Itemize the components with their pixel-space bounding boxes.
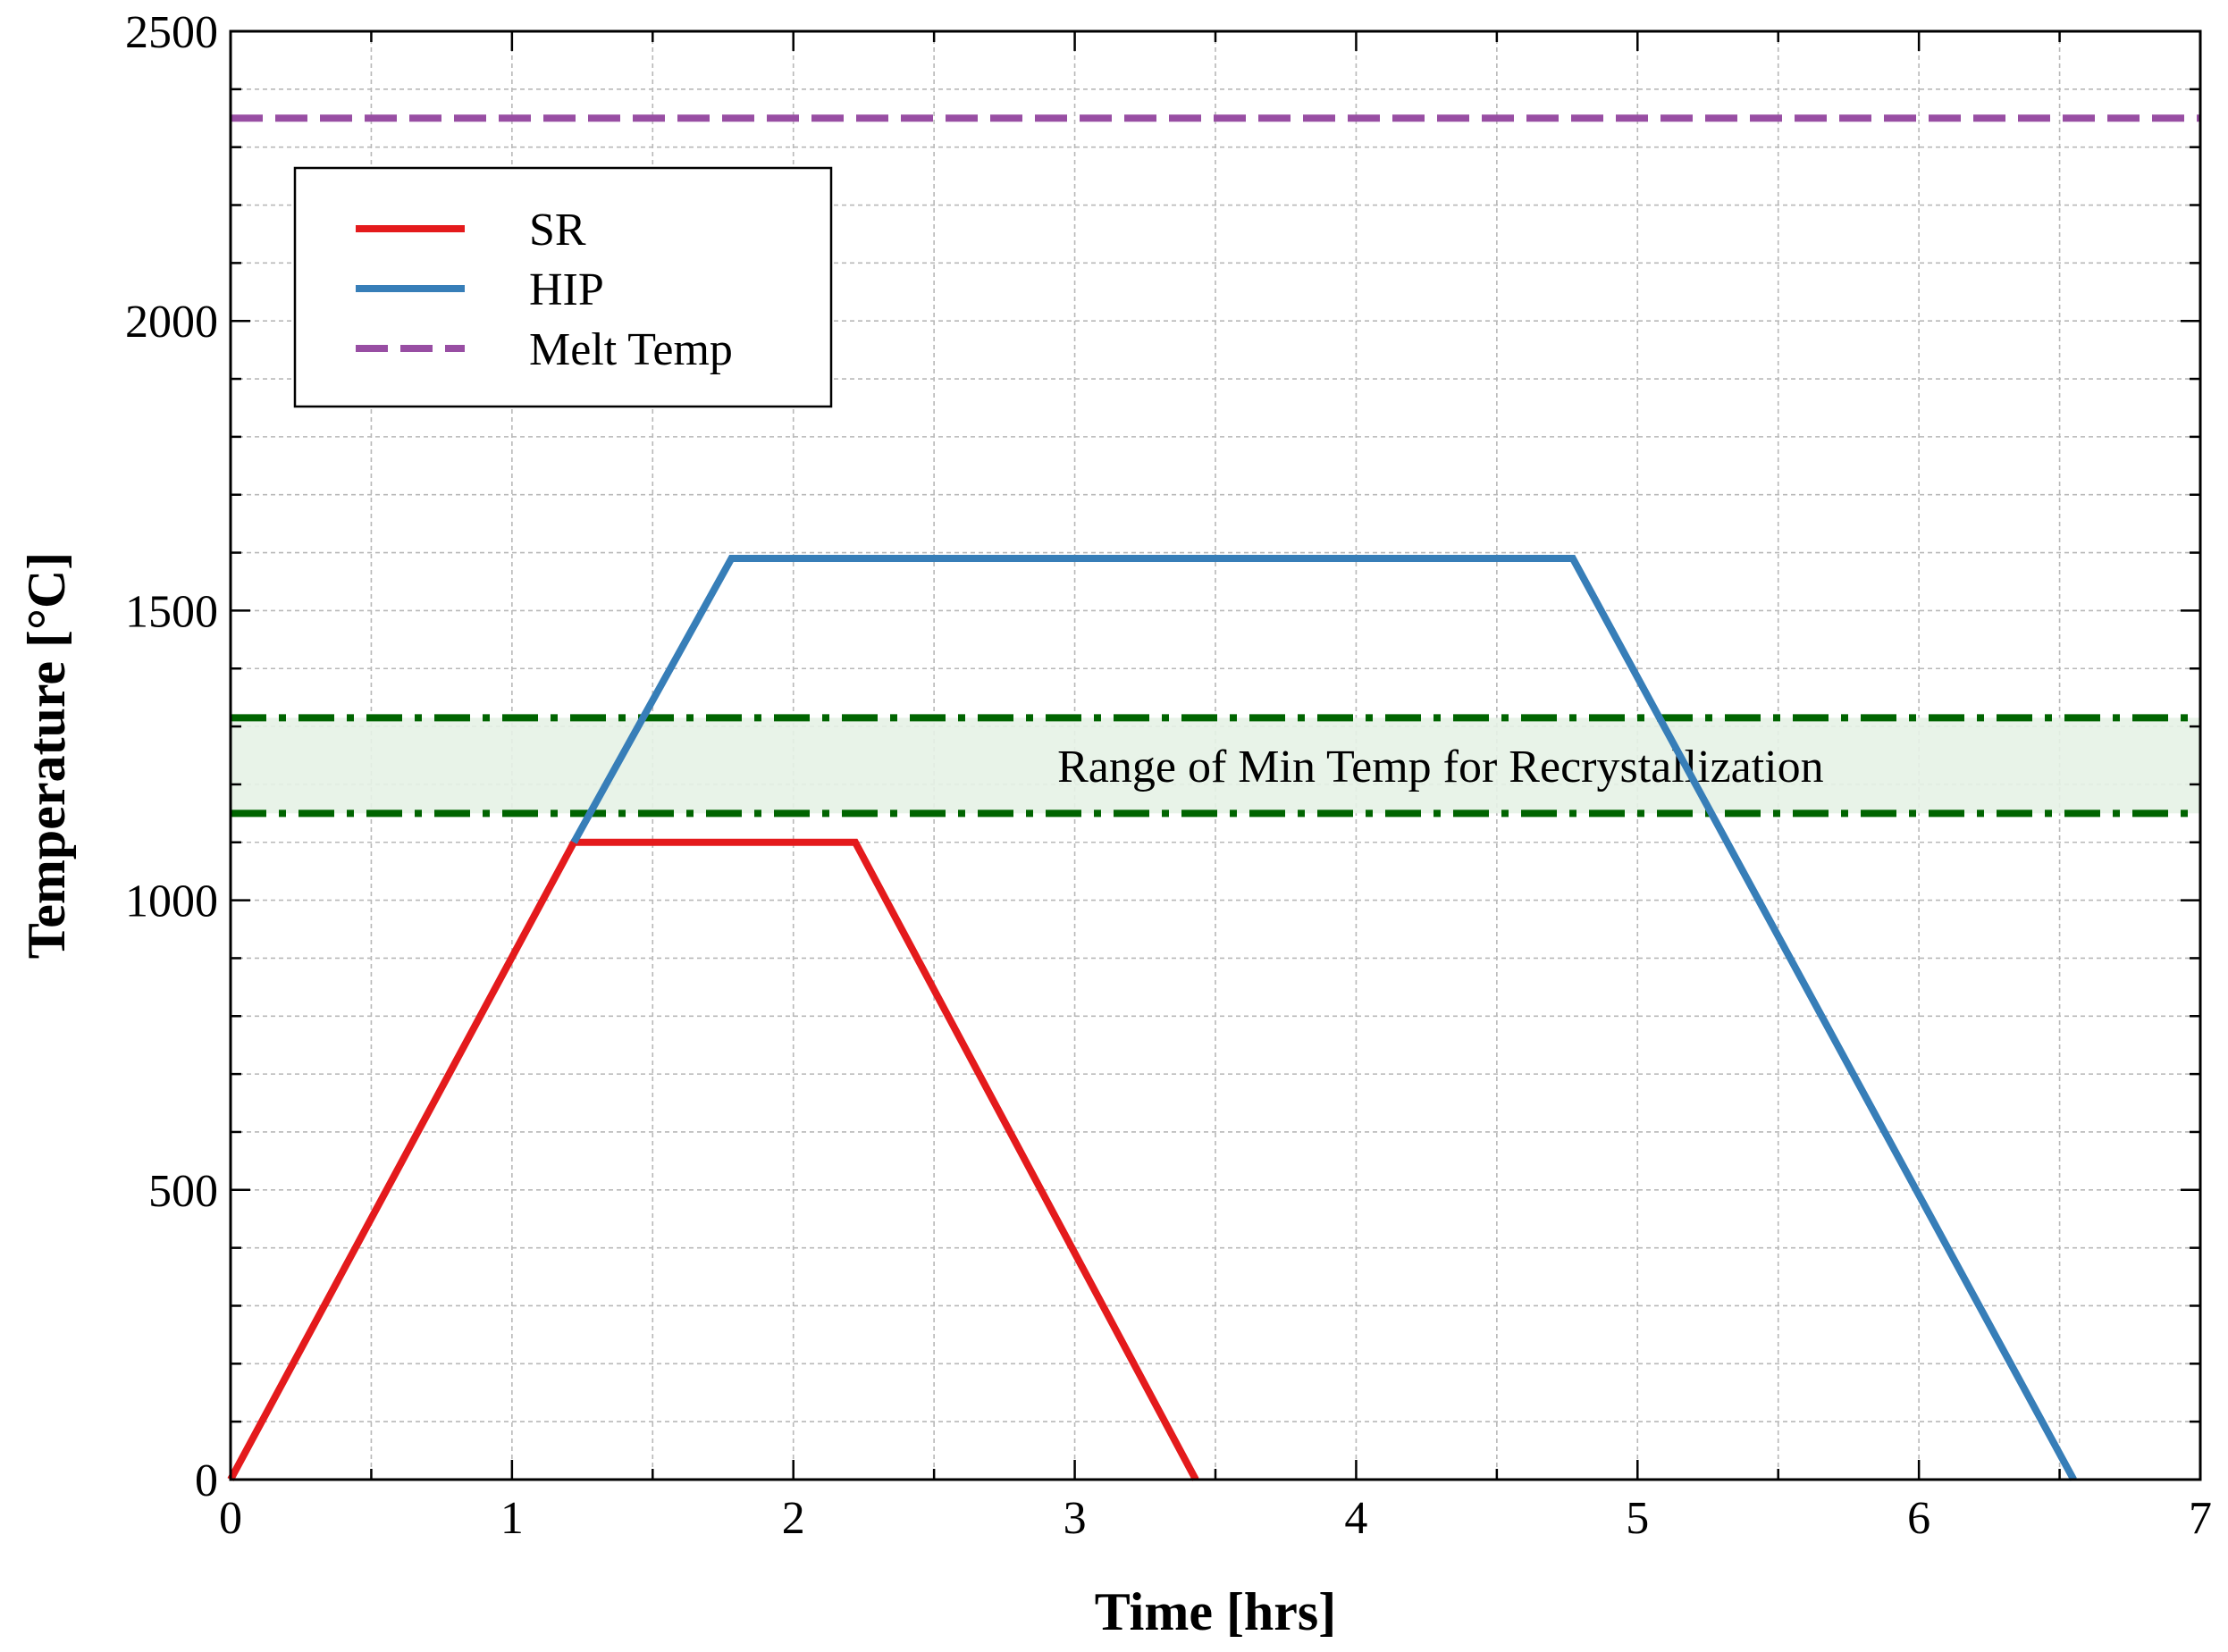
recrystallization-band-label: Range of Min Temp for Recrystallization [1057, 742, 1824, 792]
legend: SR HIP Melt Temp [293, 166, 833, 408]
series-lines [227, 114, 2200, 1481]
recrystallization-band-fill [231, 717, 2200, 814]
x-axis-title: Time [hrs] [1095, 1582, 1337, 1641]
recrystallization-band: Range of Min Temp for Recrystallization [231, 714, 2200, 818]
tick-labels: 0 1 2 3 4 5 6 7 0 500 1000 1500 2000 2500 [125, 7, 2212, 1544]
y-tick-label: 1500 [125, 586, 218, 637]
legend-label-sr: SR [529, 205, 586, 256]
y-tick-label: 1000 [125, 876, 218, 927]
y-tick-label: 0 [195, 1455, 218, 1506]
y-axis-title: Temperature [°C] [17, 552, 76, 960]
x-tick-label: 7 [2189, 1493, 2212, 1544]
x-tick-label: 6 [1907, 1493, 1930, 1544]
series-line-sr [227, 838, 1199, 1481]
x-tick-label: 2 [782, 1493, 805, 1544]
x-tick-label: 3 [1064, 1493, 1087, 1544]
legend-label-melt-temp: Melt Temp [529, 324, 733, 375]
legend-label-hip: HIP [529, 264, 604, 315]
x-tick-label: 1 [500, 1493, 524, 1544]
x-tick-label: 4 [1344, 1493, 1367, 1544]
x-tick-label: 0 [219, 1493, 242, 1544]
y-tick-label: 2000 [125, 297, 218, 348]
x-tick-label: 5 [1626, 1493, 1649, 1544]
y-tick-label: 500 [148, 1166, 218, 1217]
axes [229, 29, 2202, 1481]
series-line-hip [570, 555, 2077, 1481]
y-tick-label: 2500 [125, 7, 218, 58]
